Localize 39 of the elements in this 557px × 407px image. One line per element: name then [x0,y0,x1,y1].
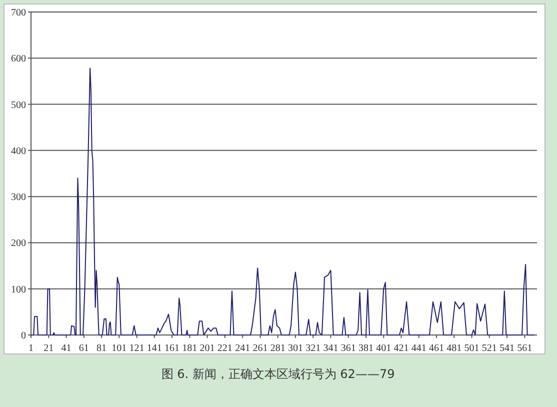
x-tick-label: 361 [340,343,356,354]
x-tick-label: 261 [252,343,268,354]
x-tick-label: 101 [112,343,127,354]
x-tick-label: 221 [217,343,232,354]
x-tick-label: 321 [306,343,321,354]
x-tick-label: 241 [235,343,250,354]
x-tick-label: 541 [500,343,515,354]
x-tick-label: 61 [78,343,89,354]
y-tick-label: 300 [11,192,26,204]
y-tick-label: 400 [11,146,26,157]
x-tick-label: 81 [96,343,107,354]
x-tick-label: 181 [182,343,198,354]
x-tick-label: 281 [270,343,286,354]
x-tick-label: 461 [429,343,444,354]
caption: 图 6. 新闻，正确文本区域行号为 62——79 [161,367,395,381]
x-tick-label: 381 [358,343,374,354]
x-tick-label: 301 [288,343,303,354]
x-tick-label: 401 [376,343,392,354]
x-tick-label: 501 [464,343,480,354]
x-tick-label: 161 [164,343,180,354]
x-tick-label: 341 [323,343,338,354]
x-tick-label: 521 [482,343,497,354]
x-tick-label: 121 [129,343,144,354]
x-tick-label: 481 [446,343,462,354]
x-tick-label: 441 [411,343,426,354]
x-tick-label: 421 [394,343,409,354]
y-tick-label: 600 [11,54,26,65]
x-tick-label: 561 [517,343,532,354]
y-tick-label: 200 [11,238,26,250]
x-tick-label: 21 [44,343,54,354]
y-tick-label: 700 [11,8,26,18]
x-tick-label: 41 [61,343,72,354]
y-tick-label: 100 [11,284,26,296]
x-tick-label: 141 [146,343,162,354]
line-series [30,68,535,336]
x-tick-label: 201 [200,343,215,354]
y-tick-label: 500 [11,100,26,111]
x-tick-label: 1 [28,343,34,354]
y-tick-label: 0 [21,330,26,342]
